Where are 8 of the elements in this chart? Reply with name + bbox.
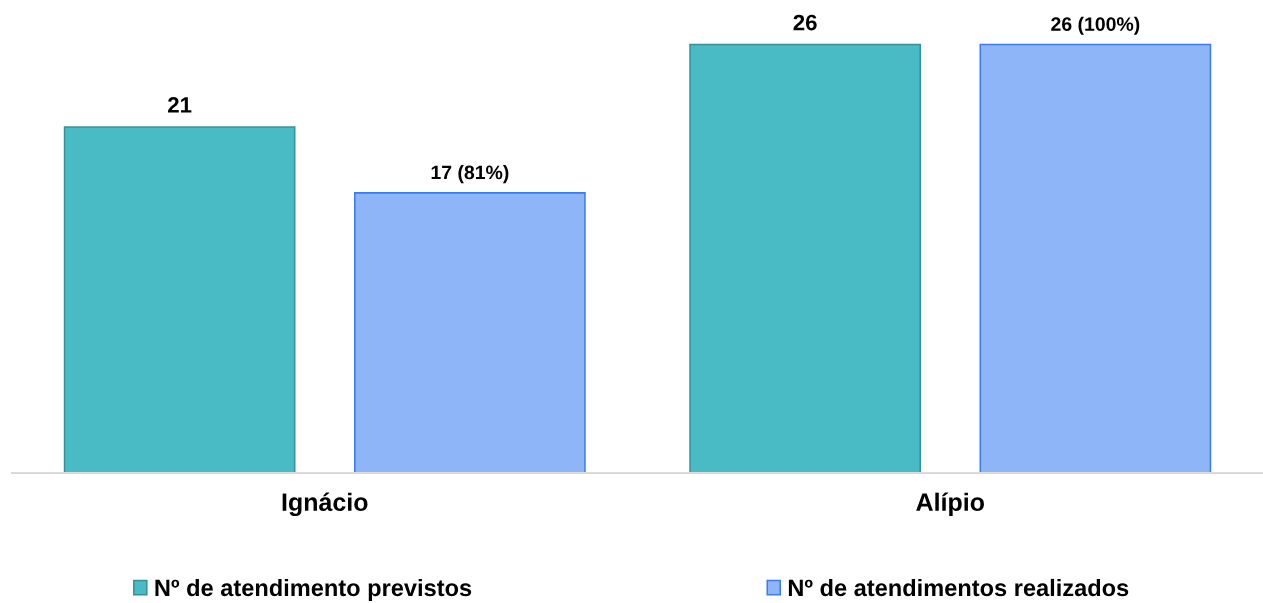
- data-label: 21: [168, 97, 192, 113]
- x-tick-label: Ignácio: [282, 492, 368, 517]
- data-label: 26 (100%): [1051, 16, 1140, 35]
- legend-label: Nº de atendimentos realizados: [788, 578, 1129, 597]
- data-label: 17 (81%): [431, 165, 509, 184]
- x-tick-label: Alípio: [916, 492, 984, 516]
- legend-label: Nº de atendimento previstos: [155, 578, 472, 601]
- data-label: 26: [793, 14, 817, 31]
